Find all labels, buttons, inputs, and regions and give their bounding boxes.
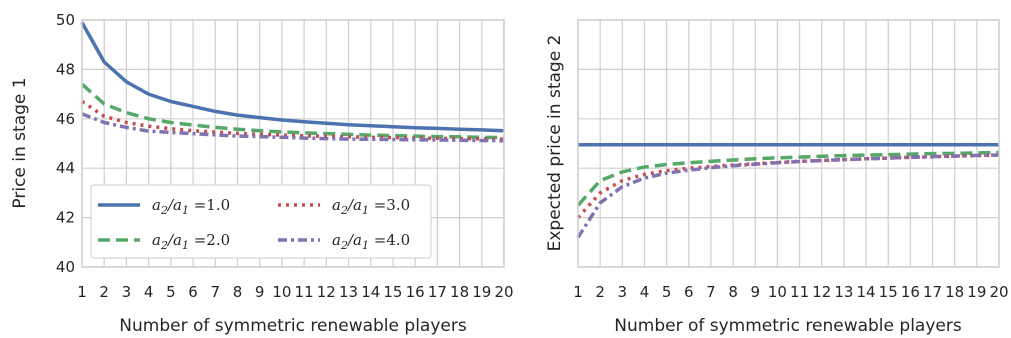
series-line-2 [576, 150, 1000, 207]
x-tick-label: 18 [945, 283, 964, 301]
legend-box [90, 184, 432, 259]
legend-label: a2/a1 =1.0 [152, 196, 230, 217]
x-tick-label: 1 [573, 283, 583, 301]
x-tick-label: 8 [233, 283, 243, 301]
x-tick-label: 20 [494, 283, 513, 301]
x-tick-label: 12 [812, 283, 831, 301]
plot-frame-left [81, 19, 505, 268]
x-tick-label: 2 [99, 283, 109, 301]
x-tick-label: 16 [901, 283, 920, 301]
x-tick-label: 19 [472, 283, 491, 301]
y-axis-label-left: Price in stage 1 [10, 77, 30, 208]
x-tick-label: 4 [144, 283, 154, 301]
x-tick-label: 8 [728, 283, 738, 301]
x-tick-label: 15 [879, 283, 898, 301]
x-tick-label: 10 [272, 283, 291, 301]
plot-frame-right [577, 19, 1000, 268]
x-tick-label: 14 [857, 283, 876, 301]
x-tick-label: 2 [595, 283, 605, 301]
x-tick-label: 17 [923, 283, 942, 301]
x-ticks-right: 1 2 3 4 5 6 7 8 9 10 11 12 13 14 15 16 17 18 19 20 [573, 283, 1008, 301]
x-axis-label-right: Number of symmetric renewable players [614, 316, 962, 336]
series-left [80, 21, 505, 143]
x-tick-label: 18 [450, 283, 469, 301]
x-tick-label: 9 [750, 283, 760, 301]
x-tick-label: 5 [166, 283, 176, 301]
x-tick-label: 11 [295, 283, 314, 301]
series-line-1 [80, 21, 505, 133]
x-tick-label: 9 [255, 283, 265, 301]
x-tick-label: 20 [989, 283, 1008, 301]
y-tick-label: 40 [56, 258, 75, 276]
x-ticks-left: 1 2 3 4 5 6 7 8 9 10 11 12 13 14 15 16 17 18 19 20 [77, 283, 513, 301]
series-line-4 [81, 112, 505, 143]
legend-label: a2/a1 =2.0 [152, 231, 230, 252]
x-tick-label: 13 [339, 283, 358, 301]
series-line-2 [80, 82, 505, 140]
x-tick-label: 11 [790, 283, 809, 301]
y-tick-label: 44 [56, 159, 75, 177]
x-tick-label: 4 [640, 283, 650, 301]
y-axis-label-right: Expected price in stage 2 [545, 35, 565, 252]
y-tick-label: 46 [56, 110, 75, 128]
y-ticks-left: 40 42 44 46 48 50 [56, 11, 75, 276]
y-tick-label: 48 [56, 60, 75, 78]
x-tick-label: 6 [684, 283, 694, 301]
chart-expected-price-stage-2: 1 2 3 4 5 6 7 8 9 10 11 12 13 14 15 16 17 18 19 20 Number o… [545, 19, 1009, 336]
y-tick-label: 42 [56, 209, 75, 227]
series-line-3 [81, 100, 505, 141]
legend-label: a2/a1 =3.0 [332, 196, 410, 217]
x-axis-label-left: Number of symmetric renewable players [119, 316, 467, 336]
x-tick-label: 3 [618, 283, 628, 301]
x-tick-label: 14 [361, 283, 380, 301]
x-tick-label: 3 [122, 283, 132, 301]
x-tick-label: 1 [77, 283, 87, 301]
x-tick-label: 6 [188, 283, 198, 301]
series-line-3 [576, 153, 1000, 219]
x-tick-label: 10 [768, 283, 787, 301]
legend-label: a2/a1 =4.0 [332, 231, 410, 252]
x-tick-label: 17 [428, 283, 447, 301]
x-tick-label: 16 [406, 283, 425, 301]
x-tick-label: 15 [383, 283, 402, 301]
x-tick-label: 19 [967, 283, 986, 301]
x-tick-label: 7 [706, 283, 716, 301]
x-tick-label: 5 [662, 283, 672, 301]
y-tick-label: 50 [56, 11, 75, 29]
legend: a2/a1 =1.0 a2/a1 =2.0 a2/a1 =3.0 a2/a1 =4.0 [90, 184, 432, 259]
x-tick-label: 12 [317, 283, 336, 301]
x-tick-label: 7 [210, 283, 220, 301]
series-right [576, 142, 1000, 239]
x-tick-label: 13 [834, 283, 853, 301]
